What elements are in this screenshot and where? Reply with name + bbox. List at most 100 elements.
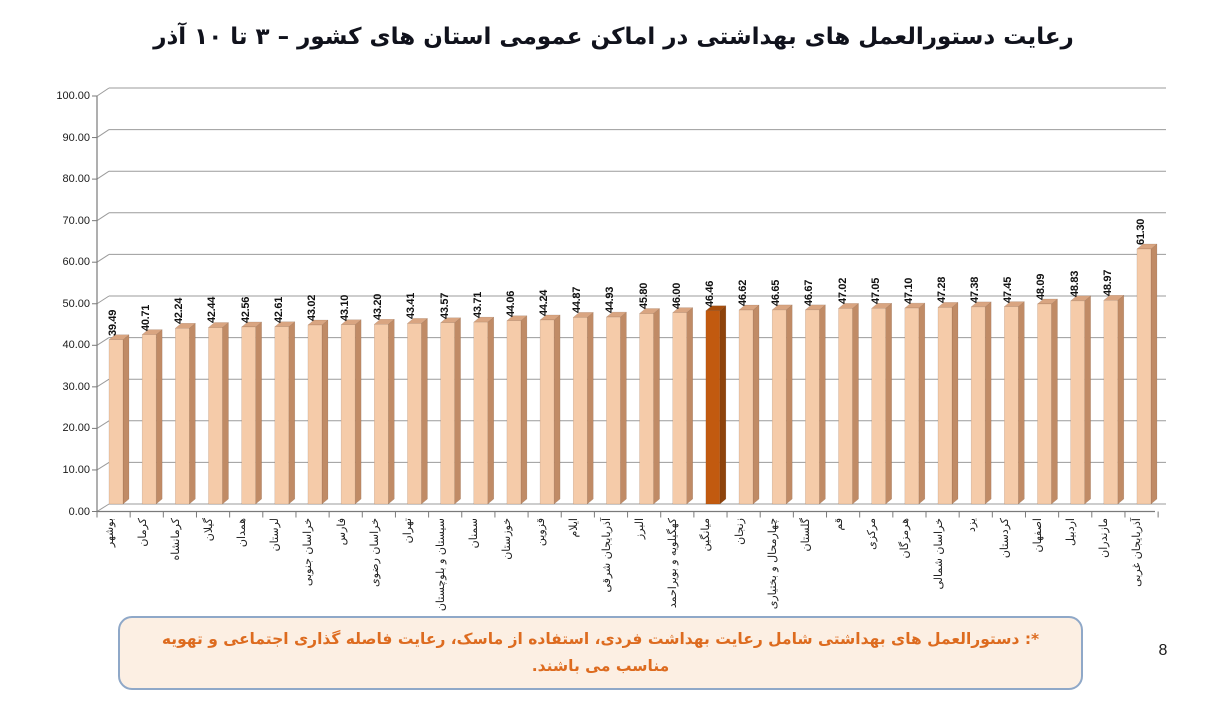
bar: [407, 323, 422, 505]
category-label: اصفهان: [1030, 518, 1044, 553]
category-label: کرمانشاه: [168, 518, 182, 561]
bar: [805, 309, 820, 505]
bar-value-label: 42.44: [206, 297, 219, 324]
bar-side: [885, 302, 892, 505]
bar-side-highlight: [719, 305, 727, 505]
footnote-box: *: دستورالعمل های بهداشتی شامل رعایت بهد…: [118, 616, 1083, 690]
category-label: لرستان: [268, 518, 282, 552]
category-label: آذربایجان غربی: [1130, 518, 1144, 587]
category-label: خراسان جنوبی: [301, 518, 315, 587]
bar: [241, 326, 256, 505]
category-label: کهگیلویه و بویراحمد: [666, 518, 680, 609]
category-label: قزوین: [533, 518, 547, 547]
bar-value-label: 43.41: [405, 293, 418, 320]
bar-value-label: 43.10: [339, 294, 352, 321]
bar: [672, 312, 687, 505]
category-label: بوشهر: [102, 518, 116, 548]
bar-value-label: 47.38: [969, 276, 982, 303]
bar-value-label: 44.06: [504, 290, 517, 317]
category-label: خوزستان: [500, 518, 514, 560]
bar-value-label: 44.24: [538, 289, 551, 316]
bar-value-label: 47.10: [902, 278, 915, 305]
y-axis-tick-label: 10.00: [62, 463, 90, 476]
category-label: چهارمحال و بختیاری: [765, 518, 779, 610]
category-label: مرکزی: [865, 518, 879, 550]
bar-value-label: 47.02: [836, 278, 849, 305]
bar: [274, 326, 290, 505]
bar-value-label: 43.57: [438, 292, 451, 319]
bar-side: [189, 322, 196, 505]
y-axis-tick-label: 30.00: [62, 380, 90, 393]
category-label: کردستان: [997, 518, 1011, 559]
bar-value-label: 43.20: [372, 294, 385, 321]
bar: [307, 324, 323, 505]
bar-side: [321, 319, 329, 505]
bar: [1004, 306, 1019, 505]
bar-value-label: 40.71: [140, 304, 153, 331]
chart-line: [96, 378, 110, 388]
bar-side: [222, 321, 229, 505]
bar-side: [255, 321, 262, 505]
bar-value-label: 39.49: [107, 309, 119, 336]
chart-line: [96, 253, 110, 263]
chart-line: [96, 503, 110, 512]
bar-side: [819, 304, 826, 505]
bar-side: [1084, 295, 1091, 505]
bar: [340, 324, 356, 505]
bar-value-label: 42.56: [239, 296, 252, 323]
bar-side: [288, 321, 296, 505]
bar-side: [122, 334, 130, 505]
category-label: خراسان رضوی: [367, 518, 381, 588]
category-label: البرز: [633, 518, 647, 540]
bar: [970, 306, 986, 505]
bar: [1070, 300, 1085, 505]
category-label: گلستان: [798, 518, 812, 552]
y-axis-tick-label: 90.00: [62, 131, 90, 144]
chart-title: رعایت دستورالعمل های بهداشتی در اماکن عم…: [153, 24, 1074, 50]
category-label: سمنان: [467, 518, 481, 549]
y-axis-tick-label: 20.00: [62, 422, 90, 435]
bar: [506, 320, 522, 505]
bar-side: [653, 307, 660, 505]
bar-side: [951, 301, 959, 505]
bar: [904, 307, 920, 505]
bar-side: [487, 316, 495, 505]
category-label: اردبیل: [1064, 518, 1078, 546]
bar-highlight: [705, 310, 721, 505]
bar: [208, 327, 223, 505]
y-axis-tick-label: 50.00: [62, 297, 90, 310]
bar: [1103, 300, 1119, 505]
bar-value-label: 46.46: [703, 280, 716, 307]
bar-side: [1150, 243, 1158, 505]
bar: [871, 308, 886, 505]
bar-value-label: 47.05: [869, 278, 882, 305]
bar: [108, 339, 124, 505]
category-label: تهران: [400, 518, 414, 544]
category-label: هرمزگان: [898, 518, 912, 559]
category-label: یزد: [964, 518, 978, 533]
bar-value-label: 48.83: [1068, 270, 1081, 297]
category-label: ایلام: [566, 518, 580, 538]
category-label: مازندران: [1097, 518, 1111, 558]
bar-side: [785, 304, 793, 505]
bar: [771, 309, 787, 505]
bar: [374, 324, 389, 505]
footnote-text: *: دستورالعمل های بهداشتی شامل رعایت بهد…: [161, 629, 1040, 675]
bar-side: [155, 329, 163, 505]
bar-side: [388, 318, 395, 505]
category-label: فارس: [334, 518, 348, 546]
bar-side: [918, 302, 926, 505]
chart-line: [96, 170, 110, 180]
bar: [539, 319, 555, 505]
bar: [606, 316, 621, 505]
bar-value-label: 42.24: [173, 298, 186, 325]
y-axis-tick-label: 70.00: [62, 214, 90, 227]
bar-side: [686, 307, 693, 505]
category-label: کرمان: [135, 518, 149, 547]
chart-line: [96, 87, 110, 97]
bar-side: [354, 319, 362, 505]
bar-side: [1018, 301, 1025, 505]
category-label: زنجان: [732, 518, 746, 545]
